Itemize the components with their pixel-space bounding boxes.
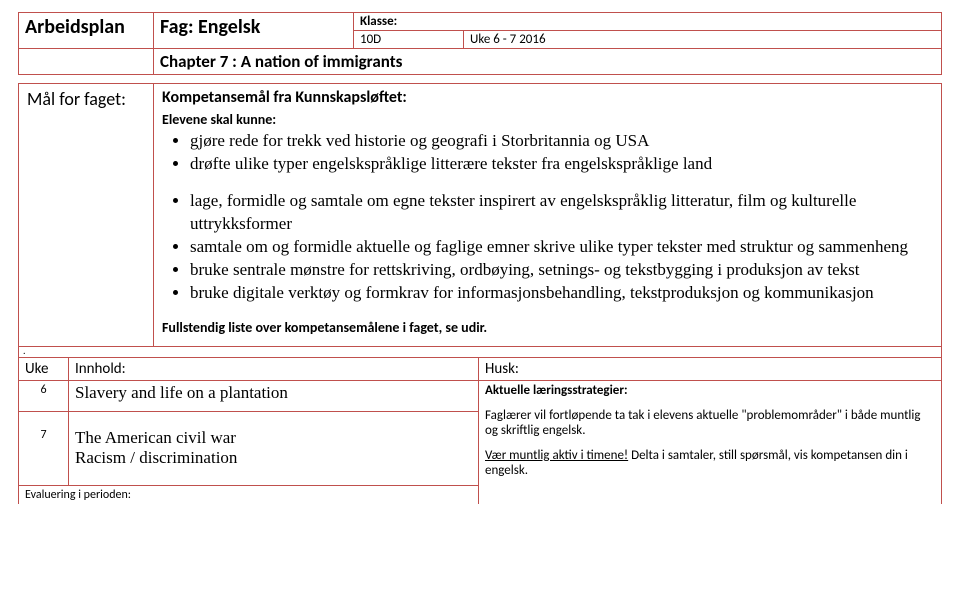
husk-p2-underline: Vær muntlig aktiv i timene!: [485, 448, 628, 463]
week-num: 6: [19, 380, 69, 411]
spacer: [19, 49, 154, 75]
goals-list-1: gjøre rede for trekk ved historie og geo…: [162, 130, 933, 176]
goal-item: bruke digitale verktøy og formkrav for i…: [190, 282, 933, 305]
header-table: Arbeidsplan Fag: Engelsk Klasse: 10D Uke…: [18, 12, 942, 75]
arbeidsplan-label: Arbeidsplan: [19, 13, 154, 49]
husk-header: Husk:: [479, 358, 942, 381]
goal-item: samtale om og formidle aktuelle og fagli…: [190, 236, 933, 259]
uke-header: Uke: [19, 358, 69, 381]
goal-item: bruke sentrale mønstre for rettskriving,…: [190, 259, 933, 282]
goals-body: Kompetansemål fra Kunnskapsløftet: Eleve…: [154, 84, 942, 347]
spacer: [154, 346, 942, 357]
klasse-value: 10D: [354, 31, 464, 49]
dot: .: [19, 346, 154, 357]
komp-title: Kompetansemål fra Kunnskapsløftet:: [162, 88, 933, 107]
week-num: 7: [19, 411, 69, 485]
husk-body: Aktuelle læringsstrategier: Faglærer vil…: [479, 380, 942, 486]
week-content-line: Racism / discrimination: [75, 448, 472, 468]
uke-range: Uke 6 - 7 2016: [464, 31, 942, 49]
goals-label: Mål for faget:: [19, 84, 154, 347]
husk-p2: Vær muntlig aktiv i timene! Delta i samt…: [485, 448, 935, 478]
husk-p1: Faglærer vil fortløpende ta tak i eleven…: [485, 408, 935, 438]
week-content: Slavery and life on a plantation: [69, 380, 479, 411]
eval-label: Evaluering i perioden:: [19, 486, 479, 505]
goal-item: lage, formidle og samtale om egne tekste…: [190, 190, 933, 236]
elev-label: Elevene skal kunne:: [162, 111, 933, 128]
goals-list-2: lage, formidle og samtale om egne tekste…: [162, 190, 933, 305]
goal-item: drøfte ulike typer engelskspråklige litt…: [190, 153, 933, 176]
goal-item: gjøre rede for trekk ved historie og geo…: [190, 130, 933, 153]
goals-table: Mål for faget: Kompetansemål fra Kunnska…: [18, 83, 942, 358]
full-list-note: Fullstendig liste over kompetansemålene …: [162, 319, 933, 336]
strategies-label: Aktuelle læringsstrategier:: [485, 383, 935, 398]
spacer: [479, 486, 942, 505]
innhold-header: Innhold:: [69, 358, 479, 381]
week-content: The American civil war Racism / discrimi…: [69, 411, 479, 485]
klasse-label: Klasse:: [354, 13, 942, 31]
chapter-title: Chapter 7 : A nation of immigrants: [154, 49, 942, 75]
fag-label: Fag: Engelsk: [154, 13, 354, 49]
week-content-line: The American civil war: [75, 428, 472, 448]
schedule-table: Uke Innhold: Husk: 6 Slavery and life on…: [18, 358, 942, 505]
